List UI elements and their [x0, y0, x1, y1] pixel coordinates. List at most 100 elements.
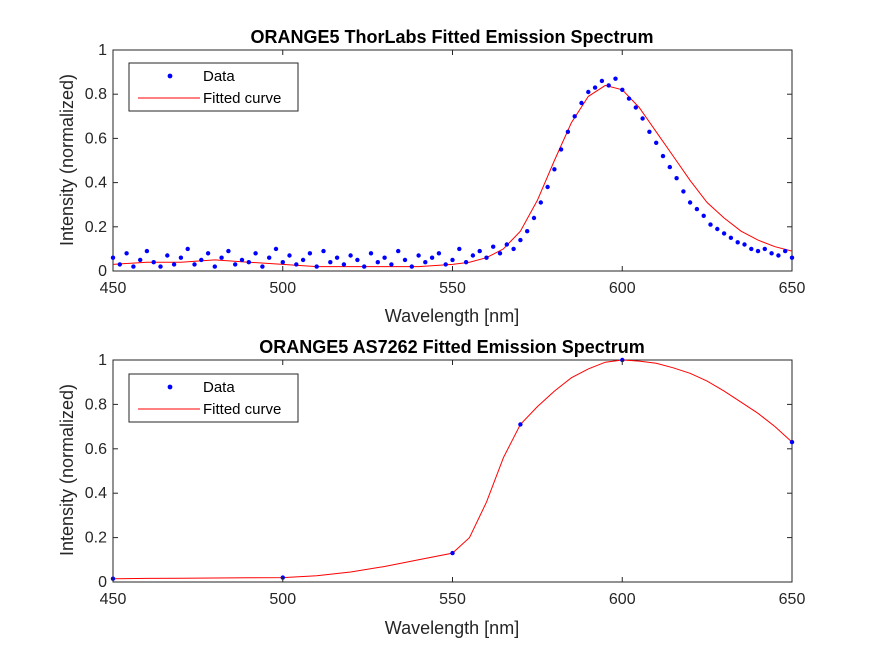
data-point: [314, 264, 319, 269]
y-axis: 0 0.2 0.4 0.6 0.8 1: [85, 42, 792, 280]
data-point: [273, 246, 279, 252]
legend: Data Fitted curve: [128, 373, 299, 423]
y-axis-label: Intensity (normalized): [57, 384, 77, 556]
data-point: [334, 255, 340, 260]
data-point: [144, 248, 150, 254]
data-point: [219, 255, 224, 260]
data-point: [633, 105, 638, 110]
legend-data-marker: [167, 384, 173, 390]
data-point: [246, 260, 251, 265]
data-point: [565, 129, 571, 134]
legend-label-fit: Fitted curve: [203, 401, 281, 418]
data-point: [205, 251, 211, 256]
y-tick-label: 0.6: [85, 130, 107, 147]
data-point: [294, 262, 299, 267]
data-point: [396, 248, 401, 254]
data-point: [497, 251, 503, 256]
data-point: [138, 257, 143, 263]
data-point: [776, 253, 781, 258]
data-point: [321, 248, 326, 254]
data-point: [620, 87, 625, 93]
data-point: [613, 76, 618, 81]
x-tick-label: 550: [439, 280, 466, 297]
data-point: [239, 257, 245, 263]
data-point: [525, 229, 530, 234]
y-axis-label: Intensity (normalized): [57, 74, 77, 246]
data-point: [436, 251, 442, 256]
data-point: [457, 246, 462, 252]
data-point: [185, 246, 190, 252]
legend-box: [128, 373, 299, 423]
legend-box: [128, 62, 299, 112]
y-tick-label: 0.4: [85, 175, 107, 192]
data-point: [463, 260, 469, 265]
data-point: [450, 257, 455, 263]
data-point: [681, 189, 686, 194]
data-point: [409, 264, 414, 269]
data-point: [694, 206, 700, 212]
data-point: [552, 167, 557, 172]
data-point: [783, 248, 788, 254]
data-point: [117, 262, 123, 267]
data-point: [558, 147, 564, 152]
data-point: [592, 85, 598, 90]
data-point: [199, 257, 204, 263]
data-point: [233, 262, 238, 267]
data-point: [545, 184, 550, 190]
data-point: [260, 264, 265, 269]
x-tick-label: 650: [779, 591, 806, 608]
data-point: [124, 251, 129, 256]
data-point: [348, 253, 353, 258]
data-point: [253, 251, 258, 256]
data-point: [708, 222, 713, 227]
data-point: [110, 255, 116, 260]
x-tick-label: 600: [609, 591, 636, 608]
data-point: [389, 262, 394, 267]
subplot-bottom: ORANGE5 AS7262 Fitted Emission Spectrum …: [57, 337, 805, 638]
data-point: [443, 262, 448, 267]
data-point: [789, 255, 795, 260]
data-point: [755, 248, 761, 254]
y-tick-label: 0.2: [85, 530, 107, 547]
data-point: [328, 260, 333, 265]
data-point: [429, 255, 435, 260]
data-point: [742, 242, 747, 247]
x-tick-label: 450: [100, 280, 127, 297]
data-point: [599, 78, 605, 84]
data-point: [151, 260, 156, 265]
x-tick-label: 550: [439, 591, 466, 608]
x-axis: 450 500 550 600 650: [100, 360, 806, 608]
data-point: [749, 246, 754, 252]
legend-label-data: Data: [203, 68, 235, 85]
data-point: [423, 260, 428, 265]
y-axis: 0 0.2 0.4 0.6 0.8 1: [85, 352, 792, 591]
y-tick-label: 0: [98, 574, 107, 591]
data-point: [375, 260, 380, 265]
data-point: [687, 200, 693, 205]
data-point: [470, 253, 476, 258]
chart-title: ORANGE5 AS7262 Fitted Emission Spectrum: [259, 337, 644, 357]
data-point: [579, 100, 584, 106]
data-point: [626, 96, 632, 101]
data-point: [178, 255, 184, 260]
data-point: [307, 251, 313, 256]
y-tick-label: 1: [98, 42, 107, 59]
data-point: [212, 264, 217, 269]
x-axis: 450 500 550 600 650: [100, 50, 806, 297]
data-point: [192, 262, 197, 267]
x-axis-label: Wavelength [nm]: [385, 618, 519, 638]
data-point: [477, 248, 482, 254]
data-point: [504, 242, 509, 247]
x-tick-label: 600: [609, 280, 636, 297]
data-point: [226, 248, 231, 254]
y-tick-label: 0.8: [85, 86, 107, 103]
data-point: [572, 114, 577, 119]
x-tick-label: 650: [779, 280, 806, 297]
data-point: [735, 240, 740, 245]
y-tick-label: 1: [98, 352, 107, 369]
data-point: [518, 422, 523, 427]
data-point: [667, 164, 672, 170]
data-point: [484, 255, 489, 260]
data-point: [769, 251, 774, 256]
data-point: [300, 257, 306, 263]
